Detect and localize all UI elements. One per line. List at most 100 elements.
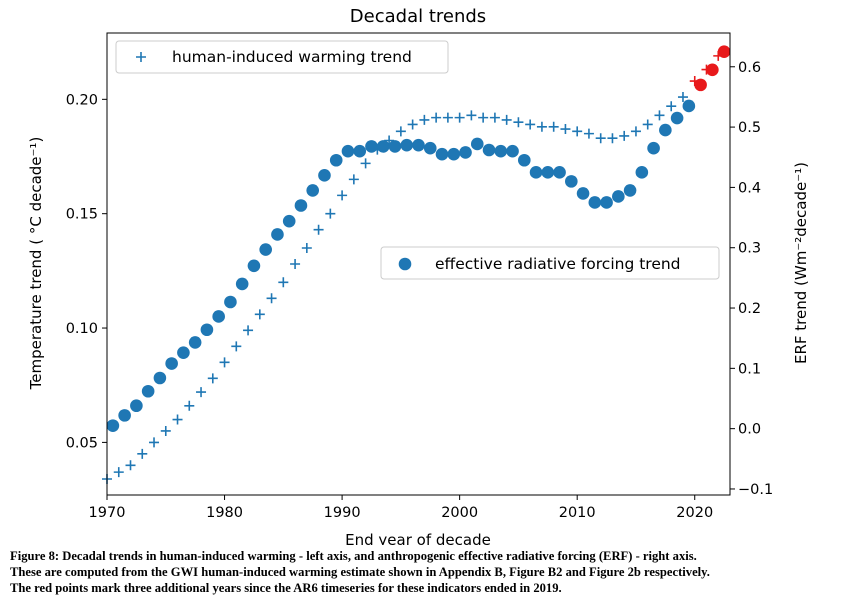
y-right-tick-label: 0.3 [738,241,761,257]
erf-point [271,228,284,241]
erf-point [353,144,367,158]
legend-warming: human-induced warming trend [115,40,449,74]
erf-point [106,419,120,432]
x-axis-label: End year of decade [345,531,491,545]
legend-erf-box [380,246,720,280]
erf-point [459,146,472,159]
y-axis-right-label: ERF trend (Wm⁻²decade⁻¹) [792,162,810,364]
erf-point [329,153,343,167]
warming-point [654,110,665,121]
warming-point [196,387,207,398]
erf-point [388,140,402,153]
erf-point-highlight [717,45,731,58]
warming-point [536,121,547,132]
warming-point [243,325,254,336]
caption-line-3: The red points mark three additional yea… [10,581,562,595]
erf-point [153,371,167,385]
legend-circle-marker [398,257,412,271]
y-left-tick-label: 0.05 [66,435,98,451]
warming-point [160,425,171,436]
erf-point [294,199,308,212]
warming-point [395,126,406,137]
warming-point [583,128,594,139]
erf-point [212,310,225,323]
warming-point [501,114,512,125]
warming-point [619,130,630,141]
erf-point [165,357,178,370]
y-right-tick-label: 0.2 [738,301,761,317]
warming-point [348,174,359,185]
warming-point [278,277,289,288]
warming-point [560,124,571,135]
warming-point [572,126,583,137]
warming-point [384,135,395,146]
x-tick-label: 2000 [441,505,478,521]
erf-point [318,169,331,182]
erf-point [529,166,543,179]
erf-point [600,196,613,209]
legend-erf: effective radiative forcing trend [380,246,720,280]
erf-point [141,384,155,398]
y-right-tick-label: −0.1 [738,482,773,498]
warming-point [642,119,653,130]
figure-caption: Figure 8: Decadal trends in human-induce… [10,548,860,596]
warming-point [360,158,371,169]
erf-point [259,243,272,256]
legend-warming-label: human-induced warming trend [172,48,412,66]
erf-point [365,140,378,153]
erf-point [623,184,637,197]
erf-point-highlight [694,78,707,92]
warming-point [125,460,136,471]
x-tick-label: 2010 [559,505,596,521]
y-left-tick-label: 0.10 [66,321,98,337]
warming-point [666,101,677,112]
y-right-tick-label: 0.4 [738,180,761,196]
erf-point [247,259,261,273]
caption-line-1: Figure 8: Decadal trends in human-induce… [10,549,697,563]
warming-point [466,110,477,121]
y-axis-left-label: Temperature trend ( °C decade⁻¹) [27,137,45,391]
warming-point [407,119,418,130]
erf-point [659,123,672,137]
decadal-trends-chart: Decadal trends Temperature trend ( °C de… [27,6,810,545]
legend-erf-label: effective radiative forcing trend [435,255,681,273]
erf-point [470,137,484,151]
warming-point [266,293,277,304]
erf-point [376,140,390,153]
legend-plus-marker [136,52,146,62]
warming-point [595,133,606,144]
chart-title: Decadal trends [350,6,486,27]
erf-point [565,175,578,188]
x-tick-label: 1970 [89,505,126,521]
warming-point [419,114,430,125]
warming-point [513,117,524,128]
x-tick-label: 1990 [324,505,361,521]
warming-point [677,92,688,103]
warming-point [313,224,324,235]
erf-point [341,144,355,158]
warming-point [219,357,230,368]
erf-point [494,144,508,158]
erf-point [400,138,414,152]
erf-point [541,166,555,179]
erf-point [682,99,696,113]
x-tick-label: 2020 [676,505,713,521]
warming-point [431,112,442,123]
warming-point [525,119,536,130]
erf-point [612,190,625,203]
warming-point [231,341,242,352]
warming-point [172,414,183,425]
erf-point [576,187,590,200]
erf-point [177,346,190,359]
erf-point [235,277,249,291]
warming-point [454,112,465,123]
warming-point [113,467,124,478]
erf-point [412,138,425,152]
erf-point [670,111,684,125]
erf-point [200,323,214,337]
erf-point [188,336,202,349]
legend-warming-box [115,40,449,74]
y-left-tick-label: 0.15 [66,207,98,223]
erf-point [423,141,437,155]
warming-point [325,208,336,219]
